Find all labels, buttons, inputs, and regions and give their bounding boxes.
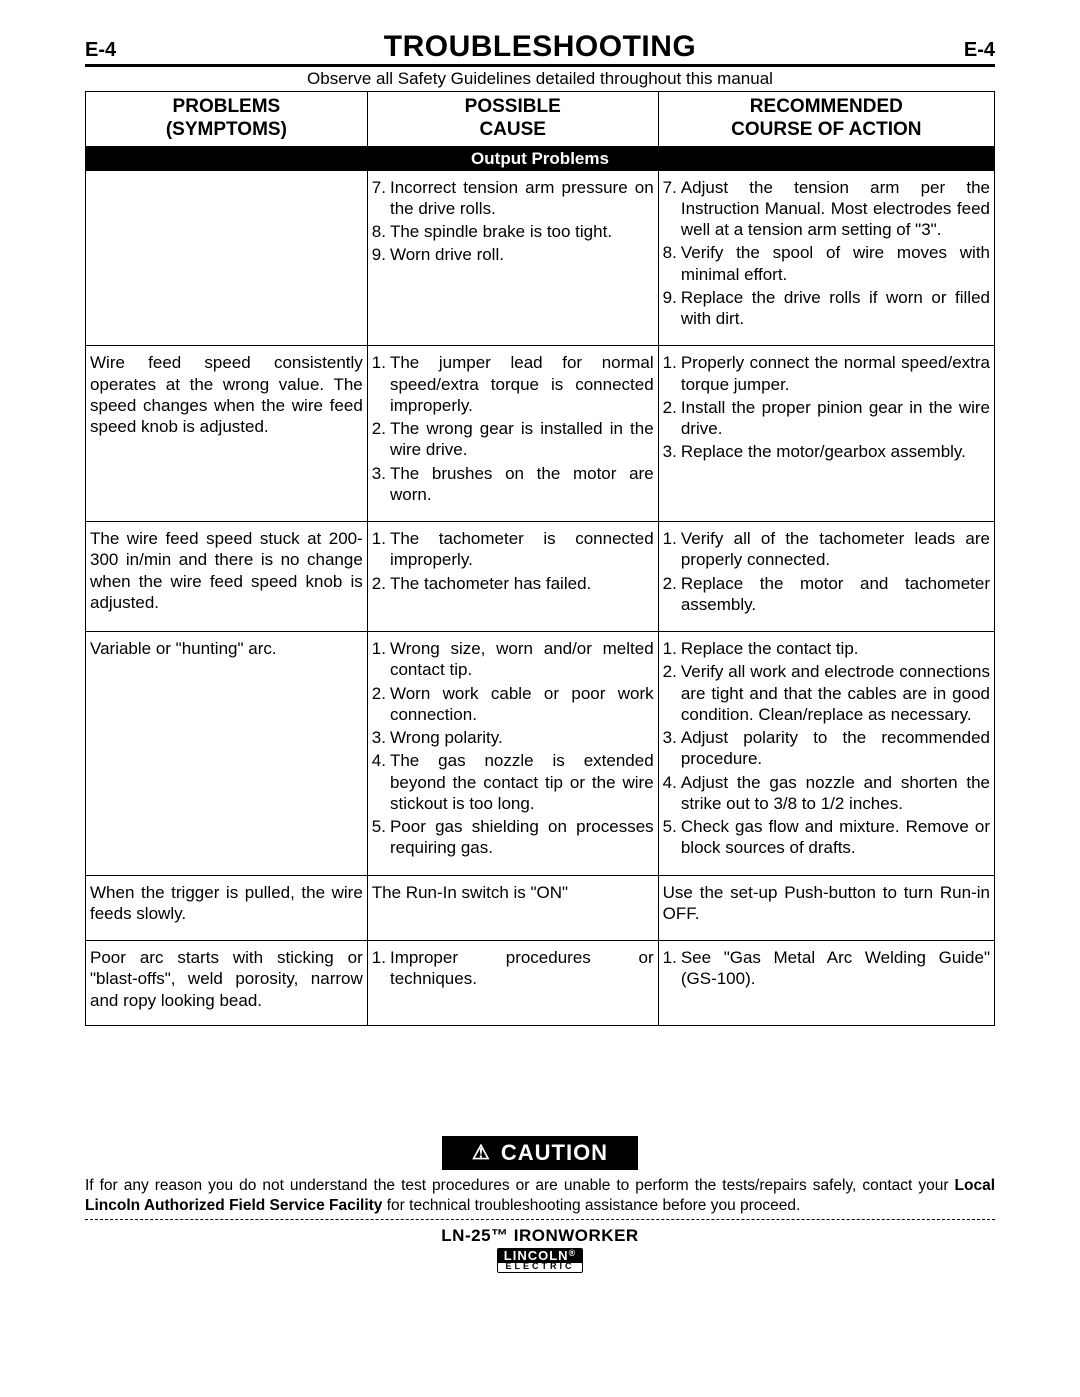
action-cell: 1.Verify all of the tachometer leads are… — [658, 522, 994, 632]
cause-cell: 1.The jumper lead for normal speed/extra… — [367, 346, 658, 522]
section-band: Output Problems — [86, 146, 995, 171]
caution-text: If for any reason you do not understand … — [85, 1176, 995, 1220]
action-cell: 1.See "Gas Metal Arc Welding Guide" (GS-… — [658, 941, 994, 1026]
cause-cell: 1.Improper procedures or techniques. — [367, 941, 658, 1026]
cause-cell: 1.Wrong size, worn and/or melted contact… — [367, 632, 658, 876]
col-header-action: RECOMMENDED COURSE OF ACTION — [658, 92, 994, 147]
problem-cell — [86, 171, 368, 346]
page: E-4 TROUBLESHOOTING E-4 Observe all Safe… — [0, 0, 1080, 1314]
caution-label: CAUTION — [501, 1140, 608, 1166]
warning-icon: ⚠ — [472, 1140, 491, 1165]
caution-badge: ⚠ CAUTION — [442, 1136, 638, 1170]
problem-cell: The wire feed speed stuck at 200-300 in/… — [86, 522, 368, 632]
caution-block: ⚠ CAUTION If for any reason you do not u… — [85, 1136, 995, 1220]
action-cell: 1.Replace the contact tip.2.Verify all w… — [658, 632, 994, 876]
footer-logo: LINCOLN® ELECTRIC — [85, 1248, 995, 1274]
action-cell: 7.Adjust the tension arm per the Instruc… — [658, 171, 994, 346]
problem-cell: Wire feed speed consistently operates at… — [86, 346, 368, 522]
col-header-problems: PROBLEMS (SYMPTOMS) — [86, 92, 368, 147]
problem-cell: Variable or "hunting" arc. — [86, 632, 368, 876]
troubleshooting-table: PROBLEMS (SYMPTOMS) POSSIBLE CAUSE RECOM… — [85, 91, 995, 1026]
cause-cell: The Run-In switch is "ON" — [367, 875, 658, 941]
problem-cell: Poor arc starts with sticking or "blast-… — [86, 941, 368, 1026]
action-cell: 1.Properly connect the normal speed/extr… — [658, 346, 994, 522]
cause-cell: 1.The tachometer is connected improperly… — [367, 522, 658, 632]
action-cell: Use the set-up Push-button to turn Run-i… — [658, 875, 994, 941]
footer-model: LN-25™ IRONWORKER — [85, 1226, 995, 1246]
col-header-cause: POSSIBLE CAUSE — [367, 92, 658, 147]
cause-cell: 7.Incorrect tension arm pressure on the … — [367, 171, 658, 346]
problem-cell: When the trigger is pulled, the wire fee… — [86, 875, 368, 941]
page-number-left: E-4 — [85, 39, 145, 62]
page-number-right: E-4 — [935, 39, 995, 62]
section-title: TROUBLESHOOTING — [145, 30, 935, 64]
page-header: E-4 TROUBLESHOOTING E-4 — [85, 30, 995, 67]
safety-note: Observe all Safety Guidelines detailed t… — [85, 69, 995, 89]
